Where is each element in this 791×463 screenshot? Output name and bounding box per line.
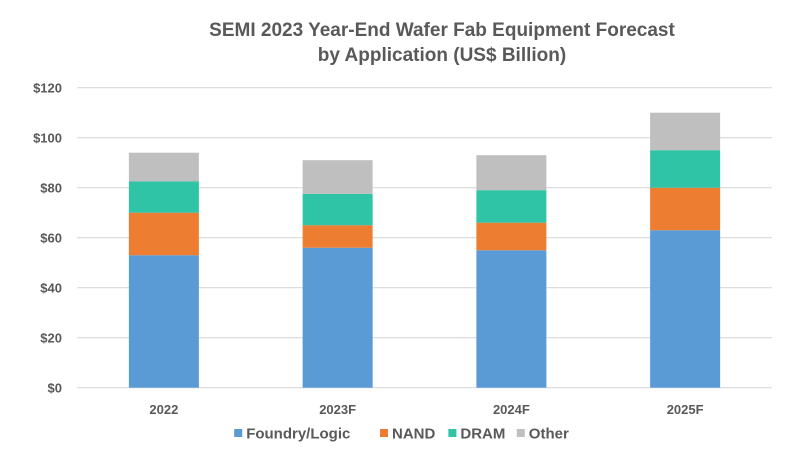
bar-segment-other-2024F [476,155,547,191]
legend-swatch [380,429,388,437]
y-tick-label: $60 [40,231,62,246]
x-tick-label: 2024F [493,402,530,417]
bar-stack-2023F [302,160,373,388]
chart-subtitle: by Application (US$ Billion) [317,45,567,66]
legend-label: Foundry/Logic [246,426,350,443]
bar-segment-nand-2023F [302,225,373,248]
bar-segment-nand-2022 [128,212,199,256]
bar-segment-other-2025F [650,112,721,151]
legend-label: Other [529,426,569,443]
bar-segment-dram-2023F [302,193,373,226]
legend-item-other: Other [516,426,569,443]
legend-item-foundry-logic: Foundry/Logic [234,426,350,443]
y-tick-label: $20 [40,331,62,346]
bar-segment-nand-2024F [476,222,547,251]
bar-segment-foundry-logic-2024F [476,250,547,388]
y-axis: $0 $20 $40 $60 $80 $100 $120 [33,81,62,396]
x-tick-label: 2025F [667,402,704,417]
legend-label: DRAM [460,426,505,443]
legend-swatch [516,429,525,437]
x-axis: 2022 2023F 2024F 2025F [149,402,703,417]
legend: Foundry/Logic NAND DRAM Other [234,426,569,443]
legend-item-nand: NAND [380,426,435,443]
y-tick-label: $0 [48,381,62,396]
bars [128,112,721,388]
bar-segment-other-2022 [128,152,199,182]
y-tick-label: $100 [33,131,62,146]
bar-segment-foundry-logic-2023F [302,247,373,388]
bar-segment-dram-2024F [476,190,547,223]
bar-stack-2022 [128,152,199,388]
chart-title-line1: SEMI 2023 Year-End Wafer Fab Equipment F… [209,20,675,41]
bar-segment-other-2023F [302,160,373,194]
bar-segment-foundry-logic-2022 [128,255,199,388]
bar-segment-nand-2025F [650,187,721,231]
x-tick-label: 2023F [319,402,356,417]
y-tick-label: $120 [33,81,62,96]
bar-stack-2025F [650,112,721,388]
bar-segment-dram-2022 [128,181,199,213]
bar-segment-foundry-logic-2025F [650,230,721,388]
legend-label: NAND [392,426,435,443]
legend-item-dram: DRAM [448,426,505,443]
legend-swatch [448,429,457,437]
y-tick-label: $80 [40,181,62,196]
y-tick-label: $40 [40,281,62,296]
chart-title: SEMI 2023 Year-End Wafer Fab Equipment F… [0,18,791,68]
x-tick-label: 2022 [149,402,178,417]
bar-segment-dram-2025F [650,150,721,188]
legend-swatch [234,429,243,437]
bar-stack-2024F [476,155,547,388]
